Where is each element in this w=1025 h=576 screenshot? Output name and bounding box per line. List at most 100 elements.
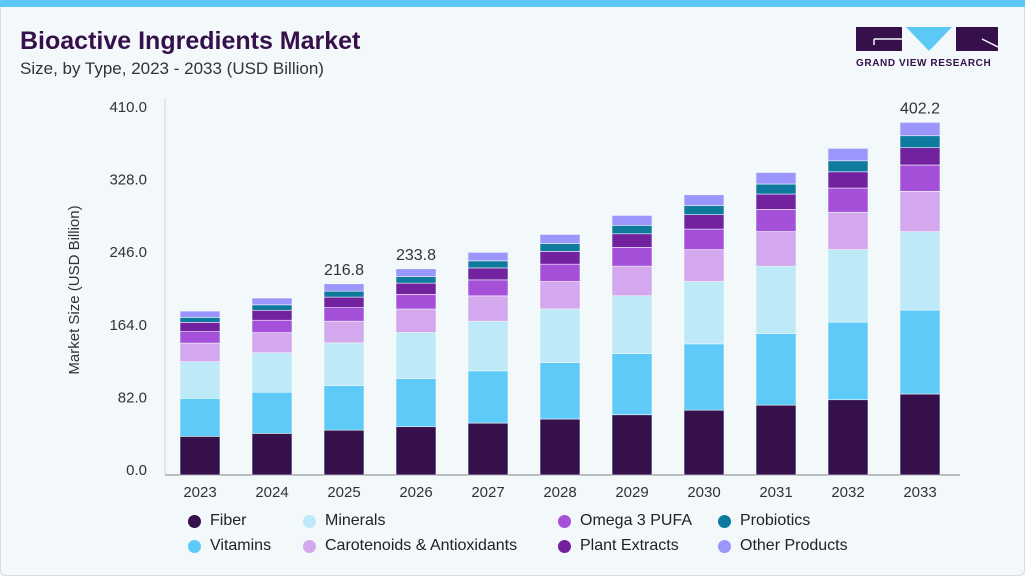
bar-segment-fiber	[467, 422, 509, 476]
bar-segment-other-products	[467, 252, 509, 262]
bar-segment-fiber	[683, 409, 725, 476]
bar-segment-plant-extracts	[251, 309, 293, 321]
data-label: 233.8	[396, 247, 436, 264]
y-tick-label: 82.0	[118, 389, 147, 406]
y-tick-label: 164.0	[109, 317, 147, 334]
bar-segment-omega-3-pufa	[755, 209, 797, 232]
bar-segment-plant-extracts	[395, 282, 437, 295]
bar-segment-probiotics	[467, 260, 509, 269]
bar-segment-fiber	[251, 433, 293, 476]
bar-segment-minerals	[179, 361, 221, 399]
bar-segment-vitamins	[395, 378, 437, 428]
y-tick-label: 410.0	[109, 99, 147, 116]
bar-segment-other-products	[395, 268, 437, 277]
bar-segment-probiotics	[179, 317, 221, 323]
bar-segment-carotenoids-antioxidants	[611, 265, 653, 297]
y-tick-label: 246.0	[109, 244, 147, 261]
bar-segment-carotenoids-antioxidants	[827, 211, 869, 250]
bar-segment-other-products	[179, 310, 221, 318]
bar-segment-vitamins	[539, 362, 581, 420]
bar-segment-other-products	[755, 172, 797, 185]
bar-segment-minerals	[539, 308, 581, 363]
bar-segment-carotenoids-antioxidants	[539, 281, 581, 310]
x-tick-label: 2023	[183, 484, 216, 501]
data-label: 402.2	[900, 100, 940, 117]
bar-segment-vitamins	[827, 321, 869, 401]
bar-segment-plant-extracts	[467, 267, 509, 281]
x-tick-label: 2025	[327, 484, 360, 501]
bar-segment-fiber	[539, 418, 581, 476]
x-tick-label: 2032	[831, 484, 864, 501]
bar-segment-other-products	[251, 297, 293, 306]
bar-segment-vitamins	[467, 370, 509, 424]
bar-segment-omega-3-pufa	[323, 307, 365, 322]
bar-segment-fiber	[395, 426, 437, 476]
bar-segment-plant-extracts	[323, 296, 365, 308]
bar-segment-carotenoids-antioxidants	[323, 320, 365, 344]
bar-segment-other-products	[899, 122, 941, 137]
bar-segment-plant-extracts	[683, 214, 725, 230]
bar-segment-vitamins	[179, 398, 221, 437]
bar-segment-omega-3-pufa	[251, 319, 293, 333]
bar-segment-probiotics	[755, 183, 797, 195]
bar-segment-carotenoids-antioxidants	[755, 231, 797, 267]
logo-text: GRAND VIEW RESEARCH	[856, 58, 992, 69]
bar-segment-fiber	[827, 399, 869, 476]
x-tick-label: 2033	[903, 484, 936, 501]
bar-segment-probiotics	[323, 290, 365, 298]
y-tick-label: 328.0	[109, 172, 147, 189]
bar-segment-plant-extracts	[179, 322, 221, 332]
bar-segment-minerals	[899, 231, 941, 311]
x-tick-label: 2028	[543, 484, 576, 501]
bar-segment-minerals	[467, 320, 509, 372]
bar-segment-carotenoids-antioxidants	[179, 342, 221, 362]
bar-segment-minerals	[395, 332, 437, 379]
bar-segment-plant-extracts	[827, 171, 869, 189]
x-tick-label: 2029	[615, 484, 648, 501]
x-tick-label: 2030	[687, 484, 720, 501]
y-tick-label: 0.0	[126, 462, 147, 479]
bar-segment-plant-extracts	[539, 251, 581, 265]
bar-segment-minerals	[251, 352, 293, 393]
x-tick-label: 2026	[399, 484, 432, 501]
x-tick-label: 2031	[759, 484, 792, 501]
y-axis-title: Market Size (USD Billion)	[66, 205, 83, 374]
bar-segment-vitamins	[755, 333, 797, 406]
bar-segment-plant-extracts	[899, 147, 941, 166]
bar-segment-omega-3-pufa	[179, 331, 221, 344]
bar-segment-probiotics	[827, 160, 869, 173]
bar-segment-omega-3-pufa	[395, 294, 437, 310]
accent-bar	[0, 0, 1025, 7]
bar-segment-probiotics	[611, 225, 653, 235]
bar-segment-probiotics	[539, 243, 581, 252]
x-tick-label: 2027	[471, 484, 504, 501]
bar-segment-vitamins	[611, 353, 653, 416]
bar-segment-minerals	[827, 249, 869, 323]
bar-segment-fiber	[611, 414, 653, 476]
bar-segment-minerals	[683, 281, 725, 345]
bar-segment-fiber	[179, 436, 221, 476]
bar-segment-omega-3-pufa	[539, 263, 581, 282]
bar-segment-minerals	[755, 265, 797, 334]
bar-segment-carotenoids-antioxidants	[467, 295, 509, 322]
bar-segment-other-products	[827, 148, 869, 162]
bar-segment-probiotics	[899, 135, 941, 149]
bar-segment-plant-extracts	[611, 233, 653, 248]
bar-segment-probiotics	[395, 276, 437, 284]
data-label: 216.8	[324, 262, 364, 279]
bar-segment-probiotics	[251, 304, 293, 311]
bar-segment-vitamins	[683, 343, 725, 411]
bar-segment-other-products	[539, 234, 581, 244]
bar-segment-vitamins	[899, 309, 941, 395]
bar-segment-fiber	[323, 429, 365, 476]
bar-segment-omega-3-pufa	[827, 187, 869, 213]
bar-segment-carotenoids-antioxidants	[251, 332, 293, 353]
bar-segment-fiber	[899, 393, 941, 476]
bar-segment-other-products	[323, 283, 365, 292]
bar-segment-vitamins	[323, 385, 365, 431]
grand-view-research-logo	[856, 27, 998, 51]
bar-segment-minerals	[323, 342, 365, 386]
bar-segment-omega-3-pufa	[899, 164, 941, 192]
bar-segment-carotenoids-antioxidants	[683, 249, 725, 282]
